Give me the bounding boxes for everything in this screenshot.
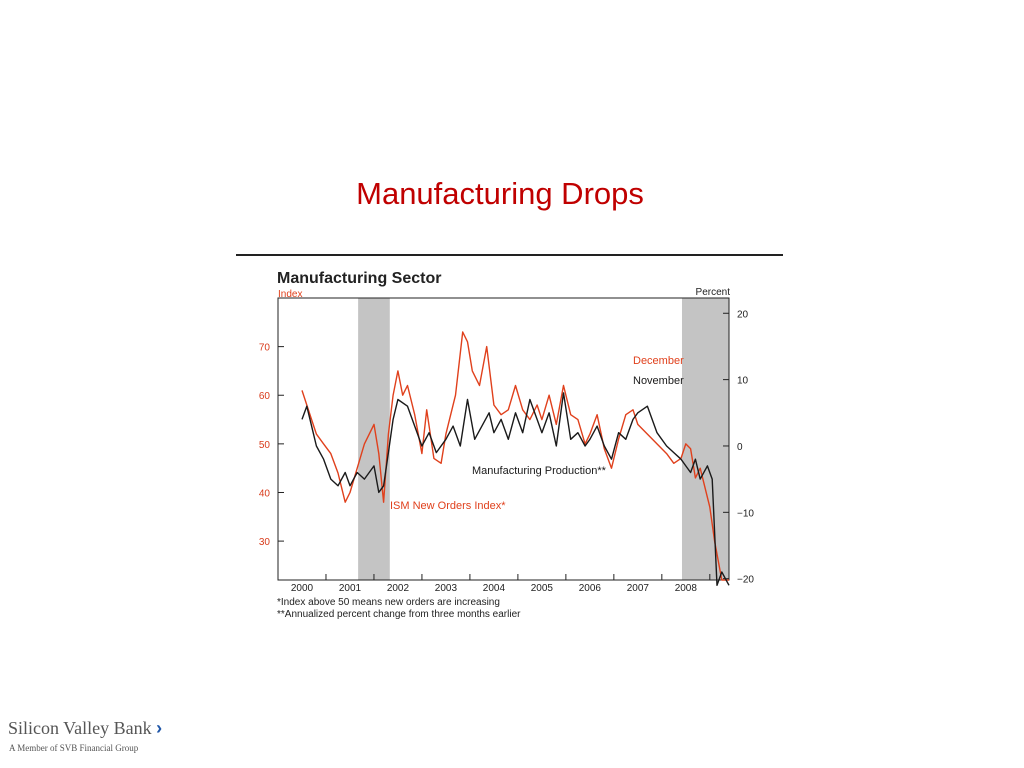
left-tick-label-30: 30 [259, 537, 271, 548]
x-tick-label-2004: 2004 [483, 583, 506, 594]
left-tick-label-40: 40 [259, 488, 271, 499]
slide-title: Manufacturing Drops [356, 176, 644, 211]
annotation-november: November [633, 375, 684, 387]
right-axis-label: Percent [696, 287, 731, 298]
x-tick-label-2003: 2003 [435, 583, 458, 594]
left-axis-label: Index [278, 289, 302, 300]
chart-title: Manufacturing Sector [277, 270, 441, 287]
recession-bands [358, 298, 729, 580]
x-tick-label-2005: 2005 [531, 583, 554, 594]
recession-band-0 [358, 298, 390, 580]
footer-brand: Silicon Valley Bank › [8, 718, 162, 739]
x-tick-label-2006: 2006 [579, 583, 602, 594]
x-tick-label-2001: 2001 [339, 583, 362, 594]
series-label-production: Manufacturing Production** [472, 465, 607, 477]
x-tick-label-2002: 2002 [387, 583, 410, 594]
left-tick-label-70: 70 [259, 343, 271, 354]
right-tick-label-3: 10 [737, 376, 749, 387]
right-axis: −20 −10 0 10 20 [723, 309, 754, 586]
ism-new-orders-line [301, 331, 729, 581]
recession-band-1 [681, 298, 729, 580]
series-label-ism: ISM New Orders Index* [390, 500, 506, 512]
footnote-1: *Index above 50 means new orders are inc… [277, 597, 500, 608]
x-tick-label-2008: 2008 [675, 583, 698, 594]
series-lines [301, 331, 730, 586]
x-axis: 2000 2001 2002 2003 2004 2005 2006 2007 2008 [291, 574, 711, 594]
chevron-right-icon: › [156, 718, 163, 738]
left-axis: 30 40 50 60 70 [259, 343, 284, 548]
left-tick-label-60: 60 [259, 391, 271, 402]
plot-frame [277, 297, 730, 581]
right-tick-label-1: −10 [737, 508, 754, 519]
x-tick-label-2007: 2007 [627, 583, 650, 594]
x-tick-label-2000: 2000 [291, 583, 314, 594]
footnote-2: **Annualized percent change from three m… [277, 609, 521, 620]
footer-tagline: A Member of SVB Financial Group [9, 743, 139, 753]
annotation-december: December [633, 355, 684, 367]
right-tick-label-4: 20 [737, 309, 749, 320]
footer-brand-name: Silicon Valley Bank [8, 718, 152, 738]
right-tick-label-2: 0 [737, 442, 743, 453]
manufacturing-production-line [301, 392, 730, 586]
left-tick-label-50: 50 [259, 440, 271, 451]
right-tick-label-0: −20 [737, 575, 754, 586]
